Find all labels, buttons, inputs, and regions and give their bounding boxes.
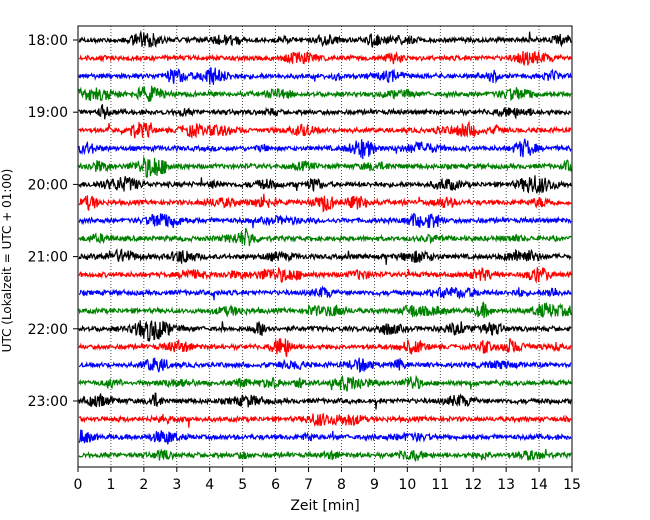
trace-2245 <box>78 374 572 392</box>
trace-2215 <box>78 338 572 357</box>
x-tick-label: 2 <box>139 477 148 493</box>
trace-1800 <box>78 30 572 48</box>
x-tick-label: 6 <box>271 477 280 493</box>
x-tick-label: 12 <box>464 477 482 493</box>
trace-2300 <box>78 392 572 410</box>
trace-2200 <box>78 320 572 342</box>
x-axis-ticks: 0 1 2 3 4 5 6 7 8 9 10 11 12 13 14 15 <box>74 467 581 493</box>
trace-2315 <box>78 413 572 428</box>
trace-1945 <box>78 155 572 179</box>
x-tick-label: 11 <box>431 477 449 493</box>
x-tick-label: 3 <box>172 477 181 493</box>
trace-1915 <box>78 120 572 139</box>
trace-2115 <box>78 266 572 284</box>
trace-1900 <box>78 103 572 120</box>
y-tick-label: 19:00 <box>28 105 68 121</box>
trace-2130 <box>78 285 572 301</box>
seismic-traces <box>78 30 572 463</box>
y-tick-label: 21:00 <box>28 250 68 266</box>
trace-2030 <box>78 212 572 229</box>
trace-2015 <box>78 193 572 213</box>
y-tick-label: 18:00 <box>28 33 68 49</box>
trace-1815 <box>78 50 572 67</box>
x-tick-label: 15 <box>563 477 581 493</box>
x-tick-label: 0 <box>74 477 83 493</box>
y-tick-label: 20:00 <box>28 177 68 193</box>
y-tick-label: 22:00 <box>28 322 68 338</box>
trace-2330 <box>78 429 572 445</box>
trace-2145 <box>78 301 572 319</box>
x-tick-label: 8 <box>337 477 346 493</box>
x-tick-label: 13 <box>497 477 515 493</box>
x-axis-label: Zeit [min] <box>290 498 359 514</box>
trace-2000 <box>78 175 572 194</box>
x-tick-label: 4 <box>205 477 214 493</box>
trace-2045 <box>78 227 572 247</box>
y-axis-label: UTC (Lokalzeit = UTC + 01:00) <box>0 169 14 353</box>
x-tick-label: 1 <box>106 477 115 493</box>
trace-1845 <box>78 85 572 102</box>
x-tick-label: 14 <box>530 477 548 493</box>
x-tick-label: 5 <box>238 477 247 493</box>
x-tick-label: 7 <box>304 477 313 493</box>
y-axis-ticks: 18:00 19:00 20:00 21:00 22:00 23:00 <box>28 33 78 410</box>
x-tick-label: 9 <box>370 477 379 493</box>
trace-1930 <box>78 138 572 160</box>
plot-frame <box>77 25 573 468</box>
trace-1830 <box>78 67 572 85</box>
x-tick-label: 10 <box>398 477 416 493</box>
trace-2345 <box>78 448 572 463</box>
trace-2230 <box>78 357 572 373</box>
y-tick-label: 23:00 <box>28 394 68 410</box>
trace-2100 <box>78 248 572 265</box>
